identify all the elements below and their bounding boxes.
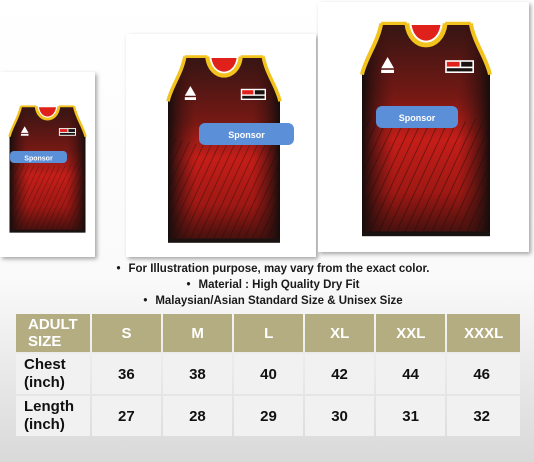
note-text: Material : High Quality Dry Fit (198, 279, 360, 291)
note-text: Malaysian/Asian Standard Size & Unisex S… (155, 295, 403, 307)
size-header-cell: XL (305, 314, 375, 352)
sponsor-label-large: Sponsor (399, 113, 436, 123)
note-text: For Illustration purpose, may vary from … (128, 263, 430, 275)
size-header-row: ADULT SIZE S M L XL XXL XXXL (16, 314, 520, 352)
size-header-cell: L (234, 314, 304, 352)
table-cell: 27 (92, 396, 162, 436)
row-label-line-1: Length (24, 398, 74, 415)
jersey-image-small: Sponsor (0, 72, 95, 257)
note-item: • Malaysian/Asian Standard Size & Unisex … (143, 295, 403, 307)
row-label-cell: Chest (inch) (16, 354, 90, 394)
size-header-cell: XXXL (447, 314, 520, 352)
row-label-cell: Length (inch) (16, 396, 90, 436)
row-label-line-2: (inch) (24, 374, 65, 391)
sponsor-label-small: Sponsor (24, 156, 53, 163)
size-chart-table: ADULT SIZE S M L XL XXL XXXL Chest (inch… (14, 312, 522, 438)
sponsor-label-medium: Sponsor (228, 130, 265, 140)
header-label-line-2: SIZE (28, 333, 62, 350)
notes-list: • For Illustration purpose, may vary from… (60, 261, 478, 309)
header-corner-cell: ADULT SIZE (16, 314, 90, 352)
sponsor-badge-large (376, 106, 458, 128)
note-item: • For Illustration purpose, may vary from… (116, 263, 430, 275)
size-header-cell: XXL (376, 314, 446, 352)
table-cell: 36 (92, 354, 162, 394)
header-label-line-1: ADULT (28, 316, 78, 333)
table-cell: 44 (376, 354, 446, 394)
table-cell: 30 (305, 396, 375, 436)
row-label-line-2: (inch) (24, 416, 65, 433)
sponsor-badge-small (10, 151, 67, 163)
length-row: Length (inch) 27 28 29 30 31 32 (16, 396, 520, 436)
table-cell: 31 (376, 396, 446, 436)
table-cell: 28 (163, 396, 233, 436)
sponsor-badge-medium (199, 123, 294, 145)
table-cell: 32 (447, 396, 520, 436)
table-cell: 38 (163, 354, 233, 394)
table-cell: 29 (234, 396, 304, 436)
size-header-cell: S (92, 314, 162, 352)
table-cell: 46 (447, 354, 520, 394)
chest-row: Chest (inch) 36 38 40 42 44 46 (16, 354, 520, 394)
row-label-line-1: Chest (24, 356, 66, 373)
size-header-cell: M (163, 314, 233, 352)
jersey-image-medium: Sponsor (126, 34, 316, 257)
jersey-image-large: Sponsor (318, 2, 529, 252)
table-cell: 42 (305, 354, 375, 394)
note-item: • Material : High Quality Dry Fit (186, 279, 360, 291)
table-cell: 40 (234, 354, 304, 394)
